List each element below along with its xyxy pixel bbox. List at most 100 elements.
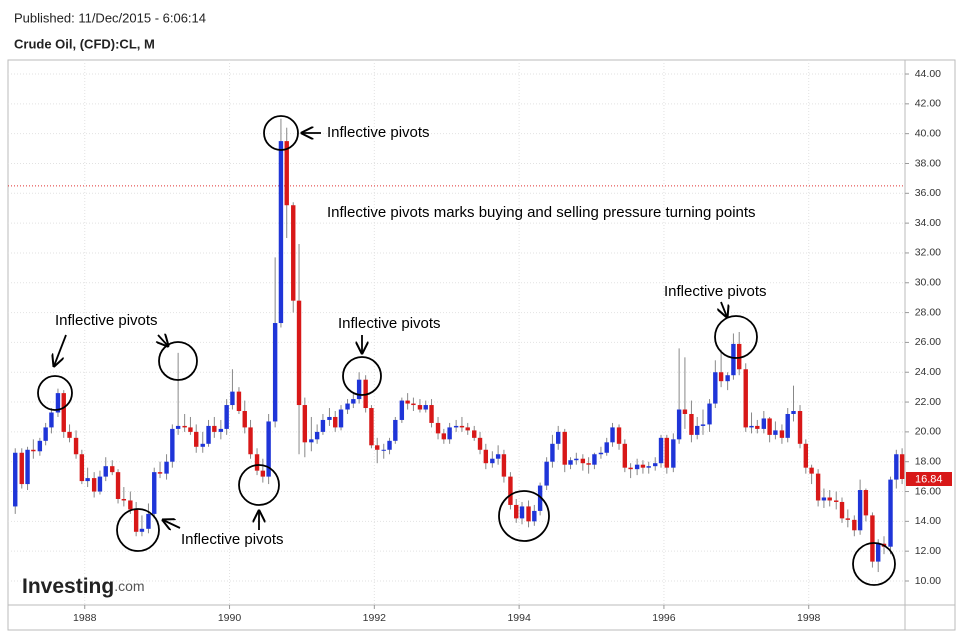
candle-body (441, 433, 447, 440)
candle-body (272, 323, 278, 422)
y-tick-label: 18.00 (915, 455, 941, 467)
candle-body (568, 460, 573, 465)
candle-body (387, 440, 392, 450)
candle-body (604, 442, 609, 453)
candle-body (785, 413, 790, 438)
candle-body (175, 425, 181, 429)
candle-body (718, 372, 724, 382)
candle-body (67, 431, 72, 438)
y-tick-label: 12.00 (915, 545, 941, 557)
y-tick-label: 30.00 (915, 277, 941, 289)
candle-body (586, 463, 591, 465)
candle-body (61, 393, 66, 432)
candle-body (514, 504, 519, 519)
candle-body (309, 439, 314, 443)
candle-body (13, 452, 18, 507)
candle-body (19, 452, 24, 485)
candle-body (121, 498, 127, 501)
candle-body (761, 418, 767, 429)
candle-body (845, 518, 851, 520)
arrow (163, 520, 181, 528)
candle-body (598, 452, 604, 455)
candle-body (755, 425, 760, 429)
candle-body (815, 473, 821, 501)
candle-body (291, 205, 296, 301)
candle-body (435, 422, 441, 434)
candle-body (139, 528, 145, 532)
y-tick-label: 24.00 (915, 366, 941, 378)
candle-body (242, 411, 247, 428)
x-tick-label: 1994 (507, 612, 531, 624)
candle-body (562, 431, 567, 465)
candle-body (218, 428, 224, 432)
candle-body (157, 472, 163, 474)
candle-body (580, 458, 586, 464)
candle-body (91, 478, 97, 492)
candle-body (592, 454, 597, 465)
candle-body (852, 519, 857, 531)
candle-body (791, 411, 796, 414)
candle-body (25, 449, 30, 485)
candle-body (55, 393, 61, 413)
y-tick-label: 42.00 (915, 98, 941, 110)
candle-body (700, 424, 706, 426)
candle-body (767, 418, 772, 435)
candle-body (103, 466, 108, 477)
candle-body (302, 405, 308, 443)
candle-body (876, 543, 881, 562)
annotation: Inflective pivots (338, 315, 441, 332)
candle-body (31, 449, 36, 452)
pivot-circle (852, 542, 896, 586)
candle-body (206, 425, 211, 444)
pivot-circle (263, 115, 299, 151)
candle-body (532, 510, 537, 522)
logo-brand: Investing (22, 575, 114, 598)
candle-body (110, 466, 115, 473)
candle-body (356, 379, 362, 400)
candle-body (834, 500, 839, 502)
candle-body (260, 470, 266, 477)
x-tick-label: 1996 (652, 612, 676, 624)
y-tick-label: 36.00 (915, 187, 941, 199)
logo: Investing.com (22, 575, 145, 598)
candle-body (737, 343, 742, 370)
annotation: Inflective pivots (327, 124, 430, 141)
candle-body (128, 500, 133, 510)
annotation: Inflective pivots (55, 312, 158, 329)
candle-body (899, 454, 905, 480)
candle-body (671, 439, 676, 468)
candle-body (779, 430, 785, 438)
candle-body (375, 445, 380, 450)
candle-body (640, 464, 646, 468)
arrow (158, 335, 168, 346)
candle-body (411, 403, 416, 406)
y-tick-label: 10.00 (915, 575, 941, 587)
candle-body (653, 463, 658, 467)
candle-body (188, 427, 193, 432)
candle-body (622, 443, 628, 468)
y-tick-label: 26.00 (915, 336, 941, 348)
candle-body (556, 431, 561, 444)
candle-body (170, 428, 175, 462)
candle-body (550, 443, 555, 462)
candle-body (296, 300, 302, 406)
note: Inflective pivots marks buying and selli… (327, 204, 756, 221)
candle-body (477, 437, 483, 450)
candle-body (146, 513, 151, 529)
candle-body (224, 405, 229, 429)
candle-body (453, 425, 459, 428)
x-tick-label: 1998 (797, 612, 821, 624)
candle-body (797, 411, 803, 444)
candle-body (839, 501, 845, 519)
candle-body (327, 416, 332, 420)
candle-body (519, 506, 525, 519)
candle-body (857, 490, 863, 531)
chart-title: Crude Oil, (CFD):CL, M (14, 36, 155, 51)
candle-body (743, 369, 748, 428)
candle-body (490, 458, 495, 464)
candle-body (278, 141, 284, 324)
frame (7, 59, 956, 631)
candle-body (254, 454, 260, 471)
candle-body (266, 421, 271, 477)
y-tick-label: 20.00 (915, 426, 941, 438)
